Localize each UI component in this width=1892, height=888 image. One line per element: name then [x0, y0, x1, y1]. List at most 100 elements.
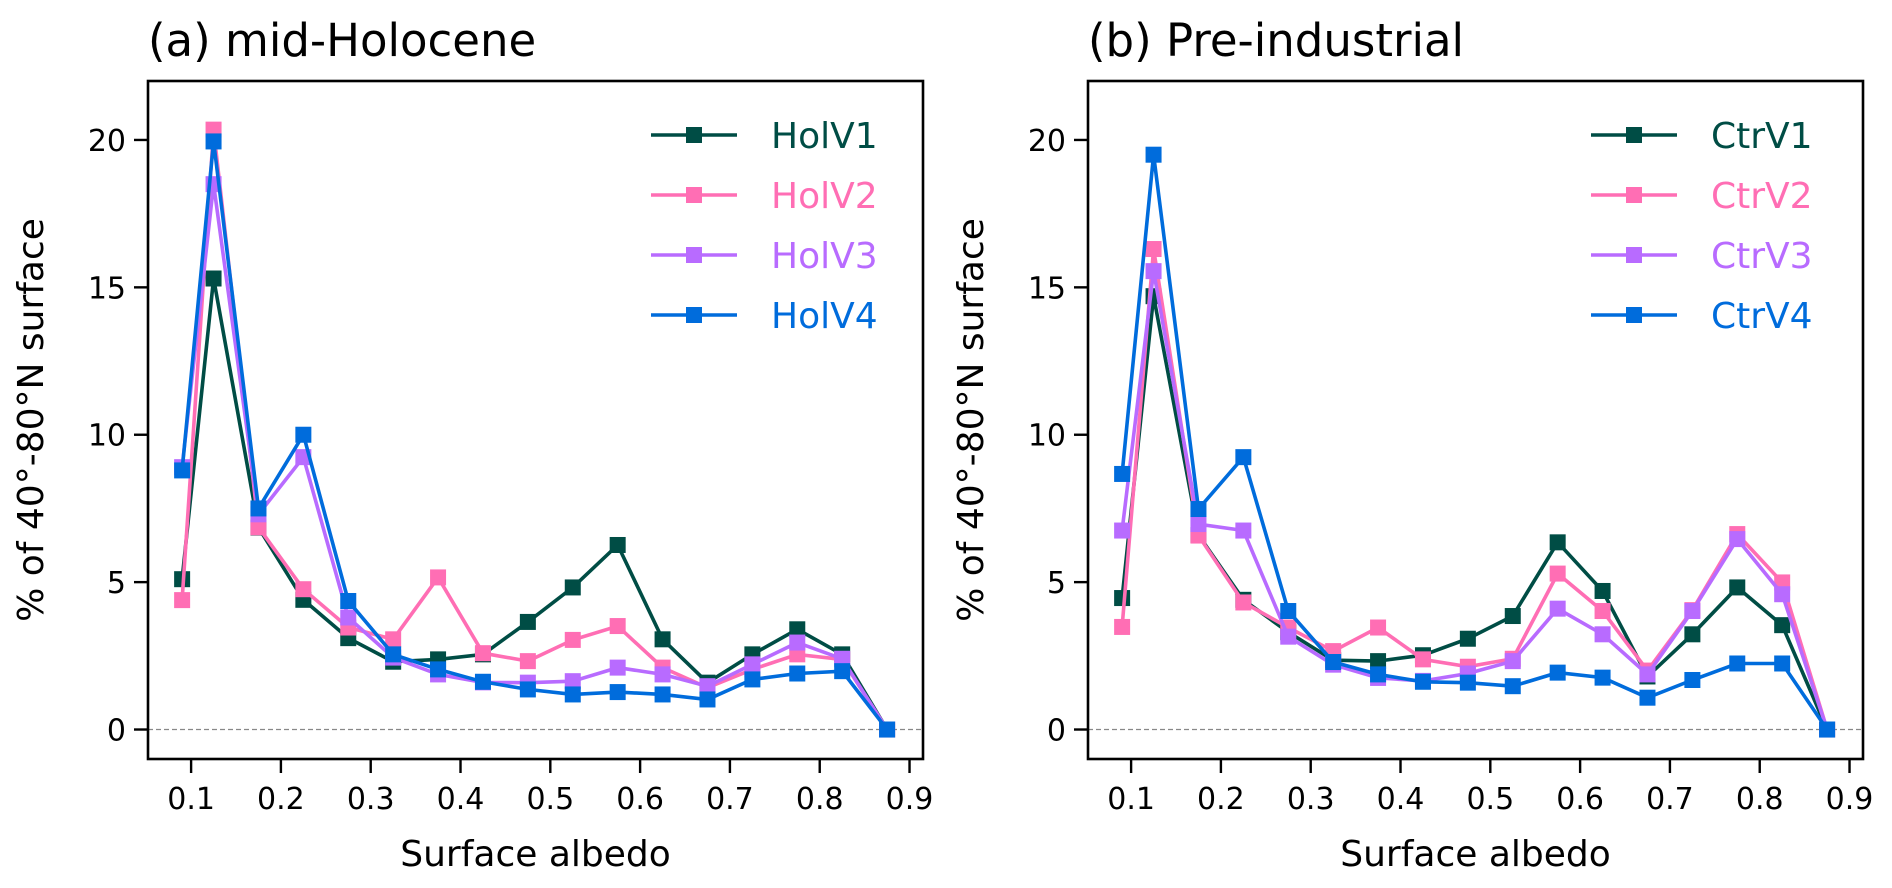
data-point	[519, 613, 536, 630]
x-tick-label: 0.3	[1287, 782, 1335, 817]
series-HolV4	[174, 133, 896, 738]
data-point	[1114, 522, 1131, 539]
y-tick-label: 0	[107, 714, 126, 749]
data-point	[609, 684, 626, 701]
data-point	[1504, 653, 1521, 670]
y-tick-label: 5	[107, 566, 126, 601]
data-point	[564, 673, 581, 690]
data-point	[1594, 626, 1611, 643]
legend-item: HolV2	[651, 176, 878, 217]
data-point	[1145, 241, 1162, 258]
data-point	[1370, 653, 1387, 670]
x-tick-label: 0.4	[437, 782, 485, 817]
x-tick-label: 0.9	[886, 782, 934, 817]
data-point	[1639, 689, 1656, 706]
data-point	[385, 646, 402, 663]
data-point	[609, 536, 626, 553]
data-point	[205, 270, 222, 287]
y-axis-label: % of 40°-80°N surface	[951, 218, 992, 622]
data-point	[1145, 263, 1162, 280]
data-point	[385, 631, 402, 648]
data-point	[1819, 721, 1836, 738]
axes-frame	[1086, 79, 1865, 761]
data-point	[295, 581, 312, 598]
data-point	[789, 665, 806, 682]
data-point	[430, 569, 447, 586]
legend-marker-icon	[686, 187, 702, 203]
data-point	[1549, 565, 1566, 582]
axis-ticks: 0.1 0.2 0.3 0.4 0.5 0.6 0.7 0.8 0.9 0 5 10 15 20	[1028, 124, 1874, 817]
legend-item: HolV3	[651, 236, 878, 277]
y-tick-label: 15	[1028, 271, 1066, 306]
data-point	[654, 686, 671, 703]
data-point	[1774, 617, 1791, 634]
data-point	[250, 500, 267, 517]
x-axis-label: Surface albedo	[400, 834, 671, 875]
legend-marker-icon	[686, 127, 702, 143]
x-tick-label: 0.5	[526, 782, 574, 817]
data-point	[1235, 594, 1252, 611]
x-tick-label: 0.6	[1556, 782, 1604, 817]
axis-ticks: 0.1 0.2 0.3 0.4 0.5 0.6 0.7 0.8 0.9 0 5 10 15 20	[88, 124, 934, 817]
data-point	[834, 663, 851, 680]
data-point	[1594, 669, 1611, 686]
legend-marker-icon	[1626, 247, 1642, 263]
x-tick-label: 0.1	[167, 782, 215, 817]
legend-marker-icon	[686, 307, 702, 323]
data-point	[1684, 603, 1701, 620]
x-tick-label: 0.1	[1107, 782, 1155, 817]
data-point	[1235, 522, 1252, 539]
legend-label: CtrV1	[1711, 116, 1813, 157]
data-point	[1549, 600, 1566, 617]
data-point	[340, 609, 357, 626]
data-point	[1235, 449, 1252, 466]
legend-label: HolV4	[771, 296, 878, 337]
y-tick-label: 15	[88, 271, 126, 306]
legend-item: CtrV2	[1591, 176, 1813, 217]
data-point	[519, 653, 536, 670]
data-point	[474, 645, 491, 662]
y-tick-label: 10	[1028, 419, 1066, 454]
legend-label: HolV2	[771, 176, 878, 217]
plot-area	[1114, 146, 1836, 738]
x-tick-label: 0.2	[1197, 782, 1245, 817]
y-tick-label: 5	[1047, 566, 1066, 601]
data-point	[789, 634, 806, 651]
data-point	[1190, 501, 1207, 518]
x-tick-label: 0.6	[616, 782, 664, 817]
data-point	[1594, 582, 1611, 599]
data-point	[174, 462, 191, 479]
data-point	[1459, 630, 1476, 647]
data-point	[1459, 674, 1476, 691]
data-point	[1145, 146, 1162, 163]
legend-label: CtrV4	[1711, 296, 1813, 337]
data-point	[609, 618, 626, 635]
data-point	[340, 592, 357, 609]
data-point	[1684, 626, 1701, 643]
x-tick-label: 0.8	[1736, 782, 1784, 817]
data-point	[1114, 590, 1131, 607]
data-point	[474, 673, 491, 690]
data-point	[879, 721, 896, 738]
legend-item: HolV4	[651, 296, 878, 337]
data-point	[295, 426, 312, 443]
legend-marker-icon	[686, 247, 702, 263]
y-tick-label: 20	[88, 124, 126, 159]
data-point	[699, 678, 716, 695]
data-point	[519, 681, 536, 698]
data-point	[1114, 618, 1131, 635]
x-tick-label: 0.5	[1466, 782, 1514, 817]
legend-label: CtrV3	[1711, 236, 1813, 277]
data-point	[1774, 655, 1791, 672]
data-point	[1639, 666, 1656, 683]
data-point	[1729, 655, 1746, 672]
legend-item: CtrV4	[1591, 296, 1813, 337]
panel-b: (b) Pre-industrial % of 40°-80°N surface…	[951, 14, 1873, 875]
data-point	[1549, 534, 1566, 551]
x-tick-label: 0.7	[706, 782, 754, 817]
data-point	[1190, 516, 1207, 533]
legend-item: HolV1	[651, 116, 878, 157]
data-point	[250, 519, 267, 536]
legend-item: CtrV3	[1591, 236, 1813, 277]
